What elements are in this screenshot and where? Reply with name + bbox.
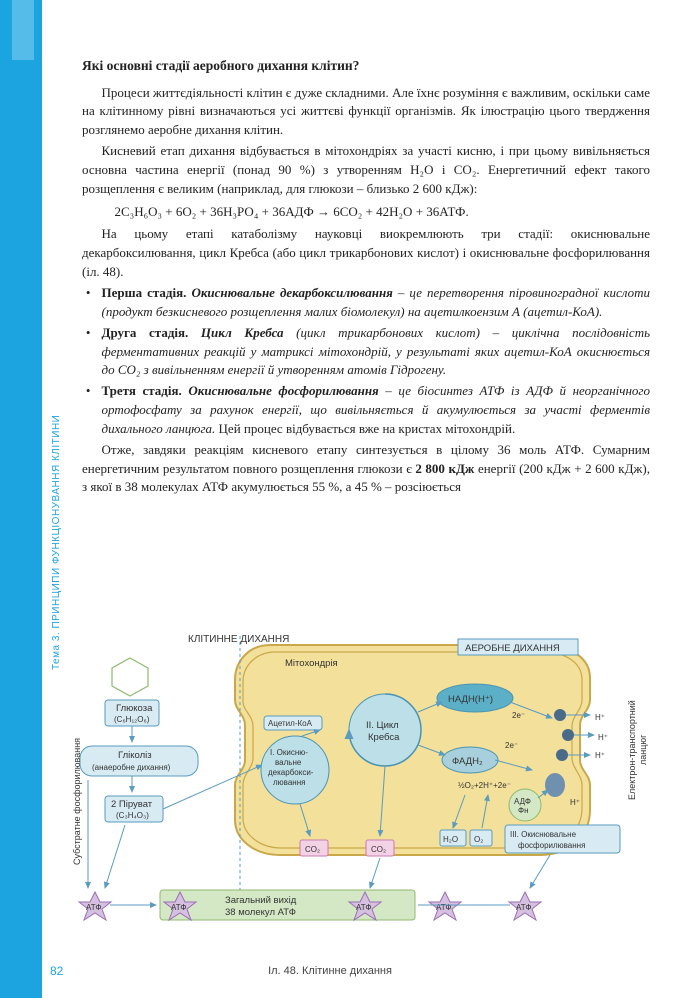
svg-text:АТФ: АТФ: [356, 903, 371, 912]
band-accent: [12, 0, 34, 60]
label-adp: АДФ: [514, 797, 531, 806]
label-acetyl: Ацетил-КоА: [268, 719, 313, 728]
paragraph-1: Процеси життєдіяльності клітин є дуже ск…: [82, 84, 650, 141]
label-glycolysis-sub: (анаеробне дихання): [92, 763, 171, 772]
label-total-1: Загальний вихід: [225, 895, 297, 906]
svg-text:Фн: Фн: [518, 806, 529, 815]
stage-2-label: Друга стадія.: [102, 325, 189, 340]
label-glycolysis: Гліколіз: [118, 750, 152, 761]
left-color-band: [0, 0, 42, 998]
stage-3-label: Третя стадія.: [102, 383, 182, 398]
svg-text:фосфорилювання: фосфорилювання: [518, 841, 585, 850]
svg-text:вальне: вальне: [275, 758, 302, 767]
label-glucose: Глюкоза: [116, 703, 153, 714]
label-h2o: H₂O: [443, 835, 458, 844]
label-ox-decarb-1: І. Окисню-: [270, 748, 308, 757]
atp-star-5: АТФ: [509, 892, 541, 920]
section-heading: Які основні стадії аеробного дихання клі…: [82, 56, 650, 76]
stage-1-label: Перша стадія.: [102, 285, 187, 300]
label-etc: Електрон-транспортний: [627, 700, 637, 800]
stage-1-title: Окиснювальне декарбоксилювання: [191, 285, 392, 300]
main-text: Які основні стадії аеробного дихання клі…: [82, 56, 650, 499]
atp-star-4: АТФ: [429, 892, 461, 920]
label-2e-2: 2e⁻: [505, 741, 518, 750]
svg-text:АТФ: АТФ: [86, 903, 101, 912]
stage-3: Третя стадія. Окиснювальне фосфорилюванн…: [82, 382, 650, 439]
label-pyruvate-formula: (C₃H₄O₃): [116, 811, 149, 820]
svg-text:АТФ: АТФ: [436, 903, 451, 912]
label-fadh: ФАДН₂: [452, 756, 483, 767]
stage-2: Друга стадія. Цикл Кребса (цикл трикарбо…: [82, 324, 650, 381]
chemical-equation: 2С₃Н₆О₃ + 6О₂ + 36Н₃РО₄ + 36АДФ → 6СО₂ +…: [82, 203, 650, 222]
label-krebs-2: Кребса: [368, 732, 400, 743]
label-co2-1: CO₂: [305, 845, 320, 854]
label-reaction: ½O₂+2H⁺+2e⁻: [458, 781, 511, 790]
label-substrate-phos: Субстратне фосфорилювання: [72, 738, 82, 865]
atp-star-1: АТФ: [79, 892, 111, 920]
paragraph-4: Отже, завдяки реакціям кисневого етапу с…: [82, 441, 650, 498]
side-chapter-label: Тема 3. ПРИНЦИПИ ФУНКЦІОНУВАННЯ КЛІТИНИ: [50, 415, 65, 670]
label-glucose-formula: (C₆H₁₂O₆): [114, 715, 150, 724]
label-2e-1: 2e⁻: [512, 711, 525, 720]
paragraph-3: На цьому етапі катаболізму науковці виок…: [82, 225, 650, 282]
label-o2: O₂: [474, 835, 483, 844]
svg-text:декарбокси-: декарбокси-: [268, 768, 314, 777]
label-hplus-2: H⁺: [598, 733, 608, 742]
svg-text:лювання: лювання: [273, 778, 305, 787]
label-cell-respiration: КЛІТИННЕ ДИХАННЯ: [188, 634, 289, 645]
stage-3-note: Цей процес відбувається вже на кристах м…: [215, 421, 515, 436]
label-total-2: 38 молекул АТФ: [225, 907, 296, 918]
label-hplus-3: H⁺: [595, 751, 605, 760]
svg-text:АТФ: АТФ: [171, 903, 186, 912]
figure-caption: Іл. 48. Клітинне дихання: [0, 964, 660, 980]
diagram-cell-respiration: КЛІТИННЕ ДИХАННЯ АЕРОБНЕ ДИХАННЯ Мітохон…: [70, 630, 660, 950]
label-mitochondrion: Мітохондрія: [285, 658, 338, 669]
stage-3-title: Окиснювальне фосфорилювання: [188, 383, 378, 398]
label-hplus-1: H⁺: [595, 713, 605, 722]
svg-text:АТФ: АТФ: [516, 903, 531, 912]
label-co2-2: CO₂: [371, 845, 386, 854]
label-hplus-4: H⁺: [570, 798, 580, 807]
label-krebs-1: ІІ. Цикл: [366, 720, 399, 731]
stage-list: Перша стадія. Окиснювальне декарбоксилюв…: [82, 284, 650, 439]
svg-text:ланцюг: ланцюг: [638, 734, 648, 765]
label-ox-phos-1: ІІІ. Окиснювальне: [510, 830, 577, 839]
stage-2-title: Цикл Кребса: [201, 325, 284, 340]
label-nadh: НАДН(Н⁺): [448, 694, 493, 705]
stage-1: Перша стадія. Окиснювальне декарбоксилюв…: [82, 284, 650, 322]
label-pyruvate: 2 Піруват: [111, 799, 153, 810]
label-aerobic: АЕРОБНЕ ДИХАННЯ: [465, 643, 560, 654]
paragraph-2: Кисневий етап дихання відбувається в міт…: [82, 142, 650, 199]
